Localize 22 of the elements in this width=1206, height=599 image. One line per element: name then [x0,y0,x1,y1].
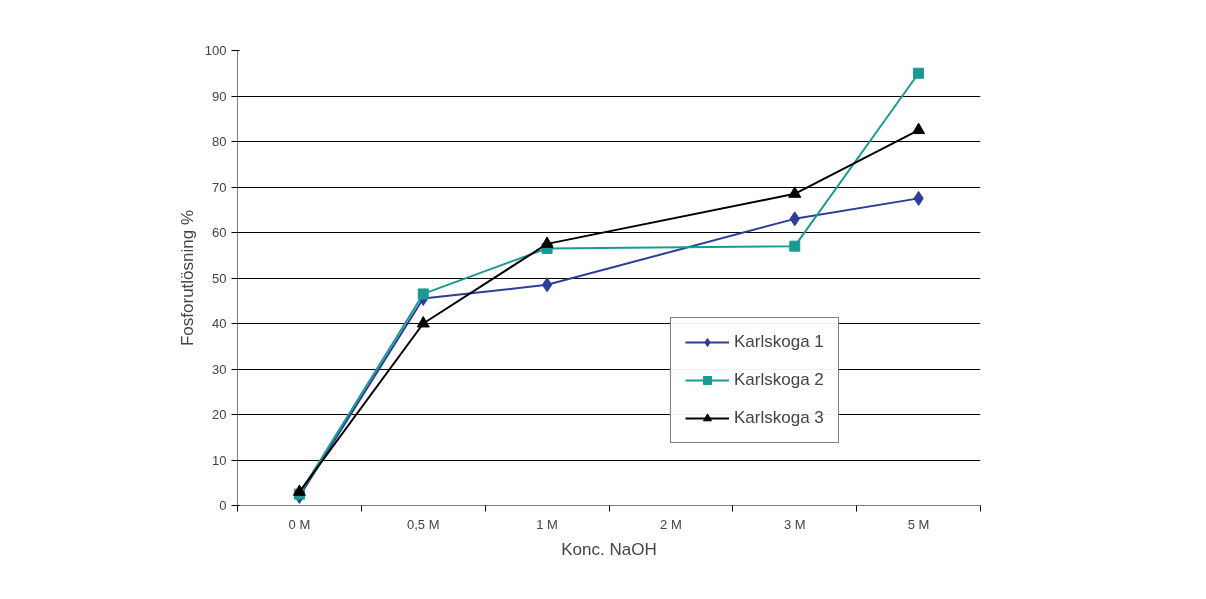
y-tick-label: 20 [212,407,227,422]
x-tick-label: 3 M [783,516,806,532]
y-tick-label: 60 [212,225,227,240]
x-tick-label: 0,5 M [406,516,440,532]
legend-label: Karlskoga 3 [734,408,824,428]
legend-label: Karlskoga 1 [734,332,824,352]
y-axis-title: Fosforutlösning % [177,209,197,347]
y-tick-label: 10 [212,452,227,468]
y-tick-label: 90 [212,88,227,104]
y-tick-label: 100 [204,43,227,58]
y-tick-label: 30 [212,361,227,377]
y-tick-label: 80 [212,134,227,149]
y-tick-label: 50 [212,270,227,286]
x-tick-label: 0 M [288,516,311,532]
x-tick-label: 1 M [536,516,558,532]
legend-label: Karlskoga 2 [734,370,824,390]
y-tick-label: 40 [212,316,227,331]
y-tick-label: 70 [212,179,227,195]
x-axis-title: Konc. NaOH [561,539,657,559]
x-tick-label: 5 M [907,516,930,532]
x-tick-label: 2 M [660,516,682,532]
y-tick-label: 0 [219,498,227,513]
